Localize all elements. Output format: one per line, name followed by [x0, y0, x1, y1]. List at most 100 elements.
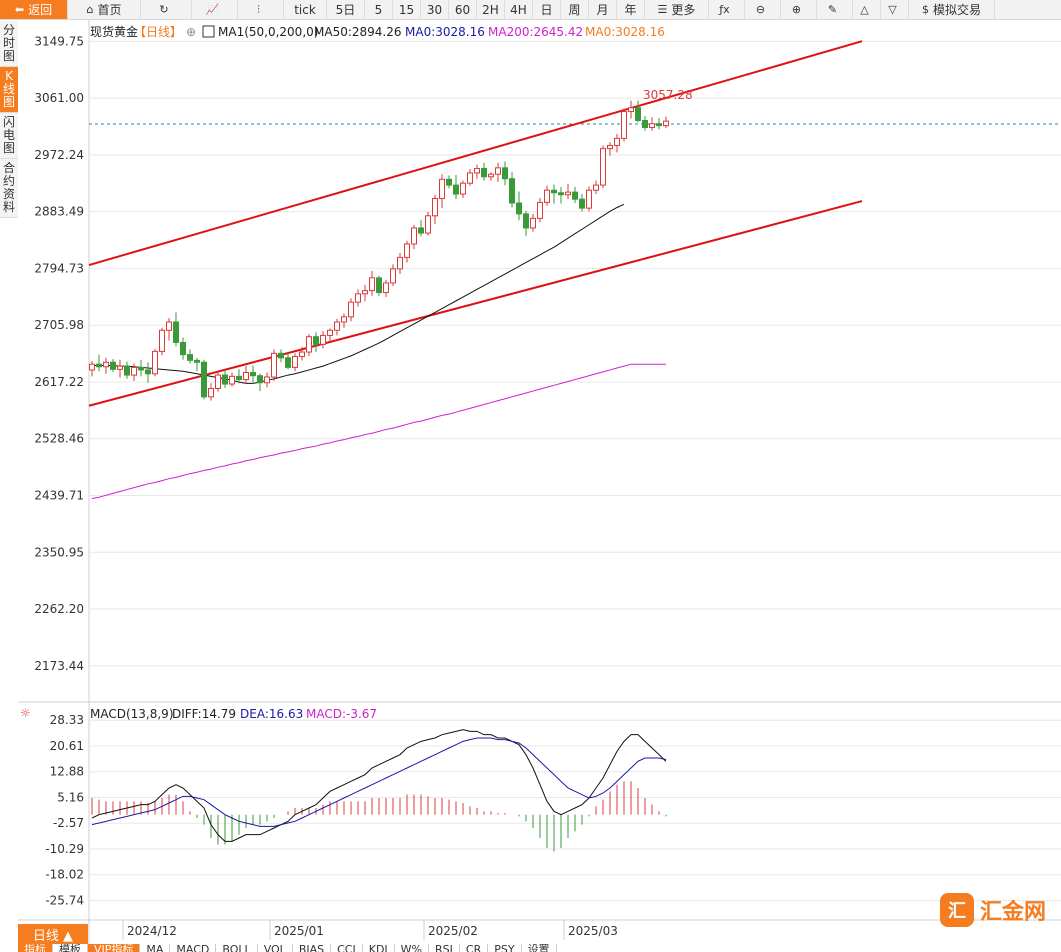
period-button[interactable]: 日线 ▲ — [18, 924, 88, 944]
candle-body — [292, 356, 298, 368]
candle-body — [348, 301, 354, 318]
candle-body — [180, 341, 186, 356]
indicator-tab-8[interactable]: CCI — [331, 944, 363, 952]
indicator-tab-12[interactable]: CR — [460, 944, 489, 952]
toolbar-button-13[interactable]: 日 — [533, 0, 561, 19]
candlestick-icon: ⫶ — [257, 2, 260, 16]
price-tick-label: 2972.24 — [34, 148, 84, 162]
macd-legend-macd: MACD:-3.67 — [306, 707, 377, 721]
toolbar-button-label: 15 — [398, 2, 415, 17]
toolbar-button-21[interactable]: ✎ — [817, 0, 853, 19]
indicator-tab-5[interactable]: BOLL — [216, 944, 258, 952]
candle-body — [397, 256, 403, 270]
candle-body — [327, 329, 333, 336]
price-tick-label: 2439.71 — [34, 489, 84, 503]
indicator-tab-10[interactable]: W% — [395, 944, 430, 952]
price-tick-label: 3061.00 — [34, 91, 84, 105]
toolbar-button-6[interactable]: 5日 — [327, 0, 365, 19]
indicator-tabs: 指标 模板 VIP指标 MA MACD BOLL VOL BIAS CCI KDJ W% RSI CR P… — [18, 944, 557, 952]
macd-tick-label: 5.16 — [57, 790, 84, 804]
candle-body — [572, 191, 578, 200]
zoom-in-icon: ⊕ — [791, 3, 802, 16]
toolbar-button-17[interactable]: ☰ 更多 — [645, 0, 709, 19]
indicator-tab-3[interactable]: MA — [140, 944, 171, 952]
toolbar-button-11[interactable]: 2H — [477, 0, 505, 19]
toolbar-button-18[interactable]: ƒx — [709, 0, 745, 19]
indicator-tab-14[interactable]: 设置 — [522, 944, 557, 952]
toolbar-button-4[interactable]: ⫶ — [238, 0, 284, 19]
candle-body — [376, 277, 382, 294]
sidebar-item-3[interactable]: 合约资料 — [0, 159, 18, 218]
candle-body — [96, 363, 102, 368]
toolbar-button-23[interactable]: ▽ — [881, 0, 909, 19]
candle-body — [600, 148, 606, 186]
toolbar-button-12[interactable]: 4H — [505, 0, 533, 19]
toolbar-button-label: 年 — [624, 3, 637, 17]
toolbar-button-16[interactable]: 年 — [617, 0, 645, 19]
toolbar-button-5[interactable]: tick — [284, 0, 327, 19]
candle-body — [390, 268, 396, 284]
indicator-tab-4[interactable]: MACD — [170, 944, 217, 952]
indicator-tab-2[interactable]: VIP指标 — [88, 944, 141, 952]
toolbar-button-3[interactable]: 📈 — [192, 0, 238, 19]
indicator-tab-13[interactable]: PSY — [488, 944, 522, 952]
macd-tick-label: -18.02 — [45, 868, 84, 882]
toolbar-button-19[interactable]: ⊖ — [745, 0, 781, 19]
toolbar-button-9[interactable]: 30 — [421, 0, 449, 19]
toolbar-button-15[interactable]: 月 — [589, 0, 617, 19]
candle-body — [530, 217, 536, 229]
macd-tick-label: 20.61 — [50, 739, 84, 753]
toolbar-button-label: tick — [294, 2, 316, 17]
candle-body — [117, 365, 123, 370]
toolbar-button-14[interactable]: 周 — [561, 0, 589, 19]
toolbar-button-1[interactable]: ⌂ 首页 — [68, 0, 141, 19]
candle-body — [131, 366, 137, 376]
indicator-tab-1[interactable]: 模板 — [53, 944, 88, 952]
price-tick-label: 2528.46 — [34, 432, 84, 446]
toolbar-button-8[interactable]: 15 — [393, 0, 421, 19]
candle-body — [614, 137, 620, 146]
toolbar-button-7[interactable]: 5 — [365, 0, 393, 19]
toolbar-button-label: 月 — [596, 3, 609, 17]
candle-body — [635, 107, 641, 122]
toolbar-button-0[interactable]: ⬅ 返回 — [0, 0, 68, 19]
triangle-up-icon: △ — [860, 3, 869, 16]
candle-body — [593, 184, 599, 191]
macd-tick-label: -25.74 — [45, 893, 84, 907]
sidebar-item-2[interactable]: 闪电图 — [0, 113, 18, 159]
ma50-line — [92, 203, 625, 384]
back-arrow-icon: ⬅ — [14, 3, 25, 16]
legend-chart-icon — [202, 25, 215, 38]
candle-body — [341, 316, 347, 323]
candle-body — [432, 198, 438, 217]
candle-body — [656, 123, 662, 127]
sidebar-item-0[interactable]: 分时图 — [0, 21, 18, 67]
candle-body — [404, 243, 410, 258]
candle-body — [509, 178, 515, 204]
toolbar-button-22[interactable]: △ — [853, 0, 881, 19]
candle-body — [355, 293, 361, 303]
toolbar-button-10[interactable]: 60 — [449, 0, 477, 19]
macd-tick-label: -10.29 — [45, 842, 84, 856]
indicator-tab-9[interactable]: KDJ — [363, 944, 395, 952]
indicator-tab-0[interactable]: 指标 — [18, 944, 53, 952]
indicator-tab-6[interactable]: VOL — [258, 944, 293, 952]
candle-body — [467, 172, 473, 184]
candle-body — [285, 357, 291, 368]
toolbar-button-24[interactable]: $ 模拟交易 — [909, 0, 995, 19]
zoom-out-icon: ⊖ — [755, 3, 766, 16]
candle-body — [649, 123, 655, 129]
date-tick-label: 2025/03 — [568, 924, 618, 938]
candle-body — [544, 189, 550, 203]
price-tick-label: 2705.98 — [34, 318, 84, 332]
candle-body — [89, 363, 95, 371]
toolbar-button-20[interactable]: ⊕ — [781, 0, 817, 19]
indicator-tab-11[interactable]: RSI — [429, 944, 460, 952]
candle-body — [362, 290, 368, 295]
indicator-tab-7[interactable]: BIAS — [293, 944, 332, 952]
legend-item: 【日线】 — [134, 25, 182, 39]
function-icon: ƒx — [719, 3, 730, 16]
toolbar-button-2[interactable]: ↻ — [141, 0, 192, 19]
